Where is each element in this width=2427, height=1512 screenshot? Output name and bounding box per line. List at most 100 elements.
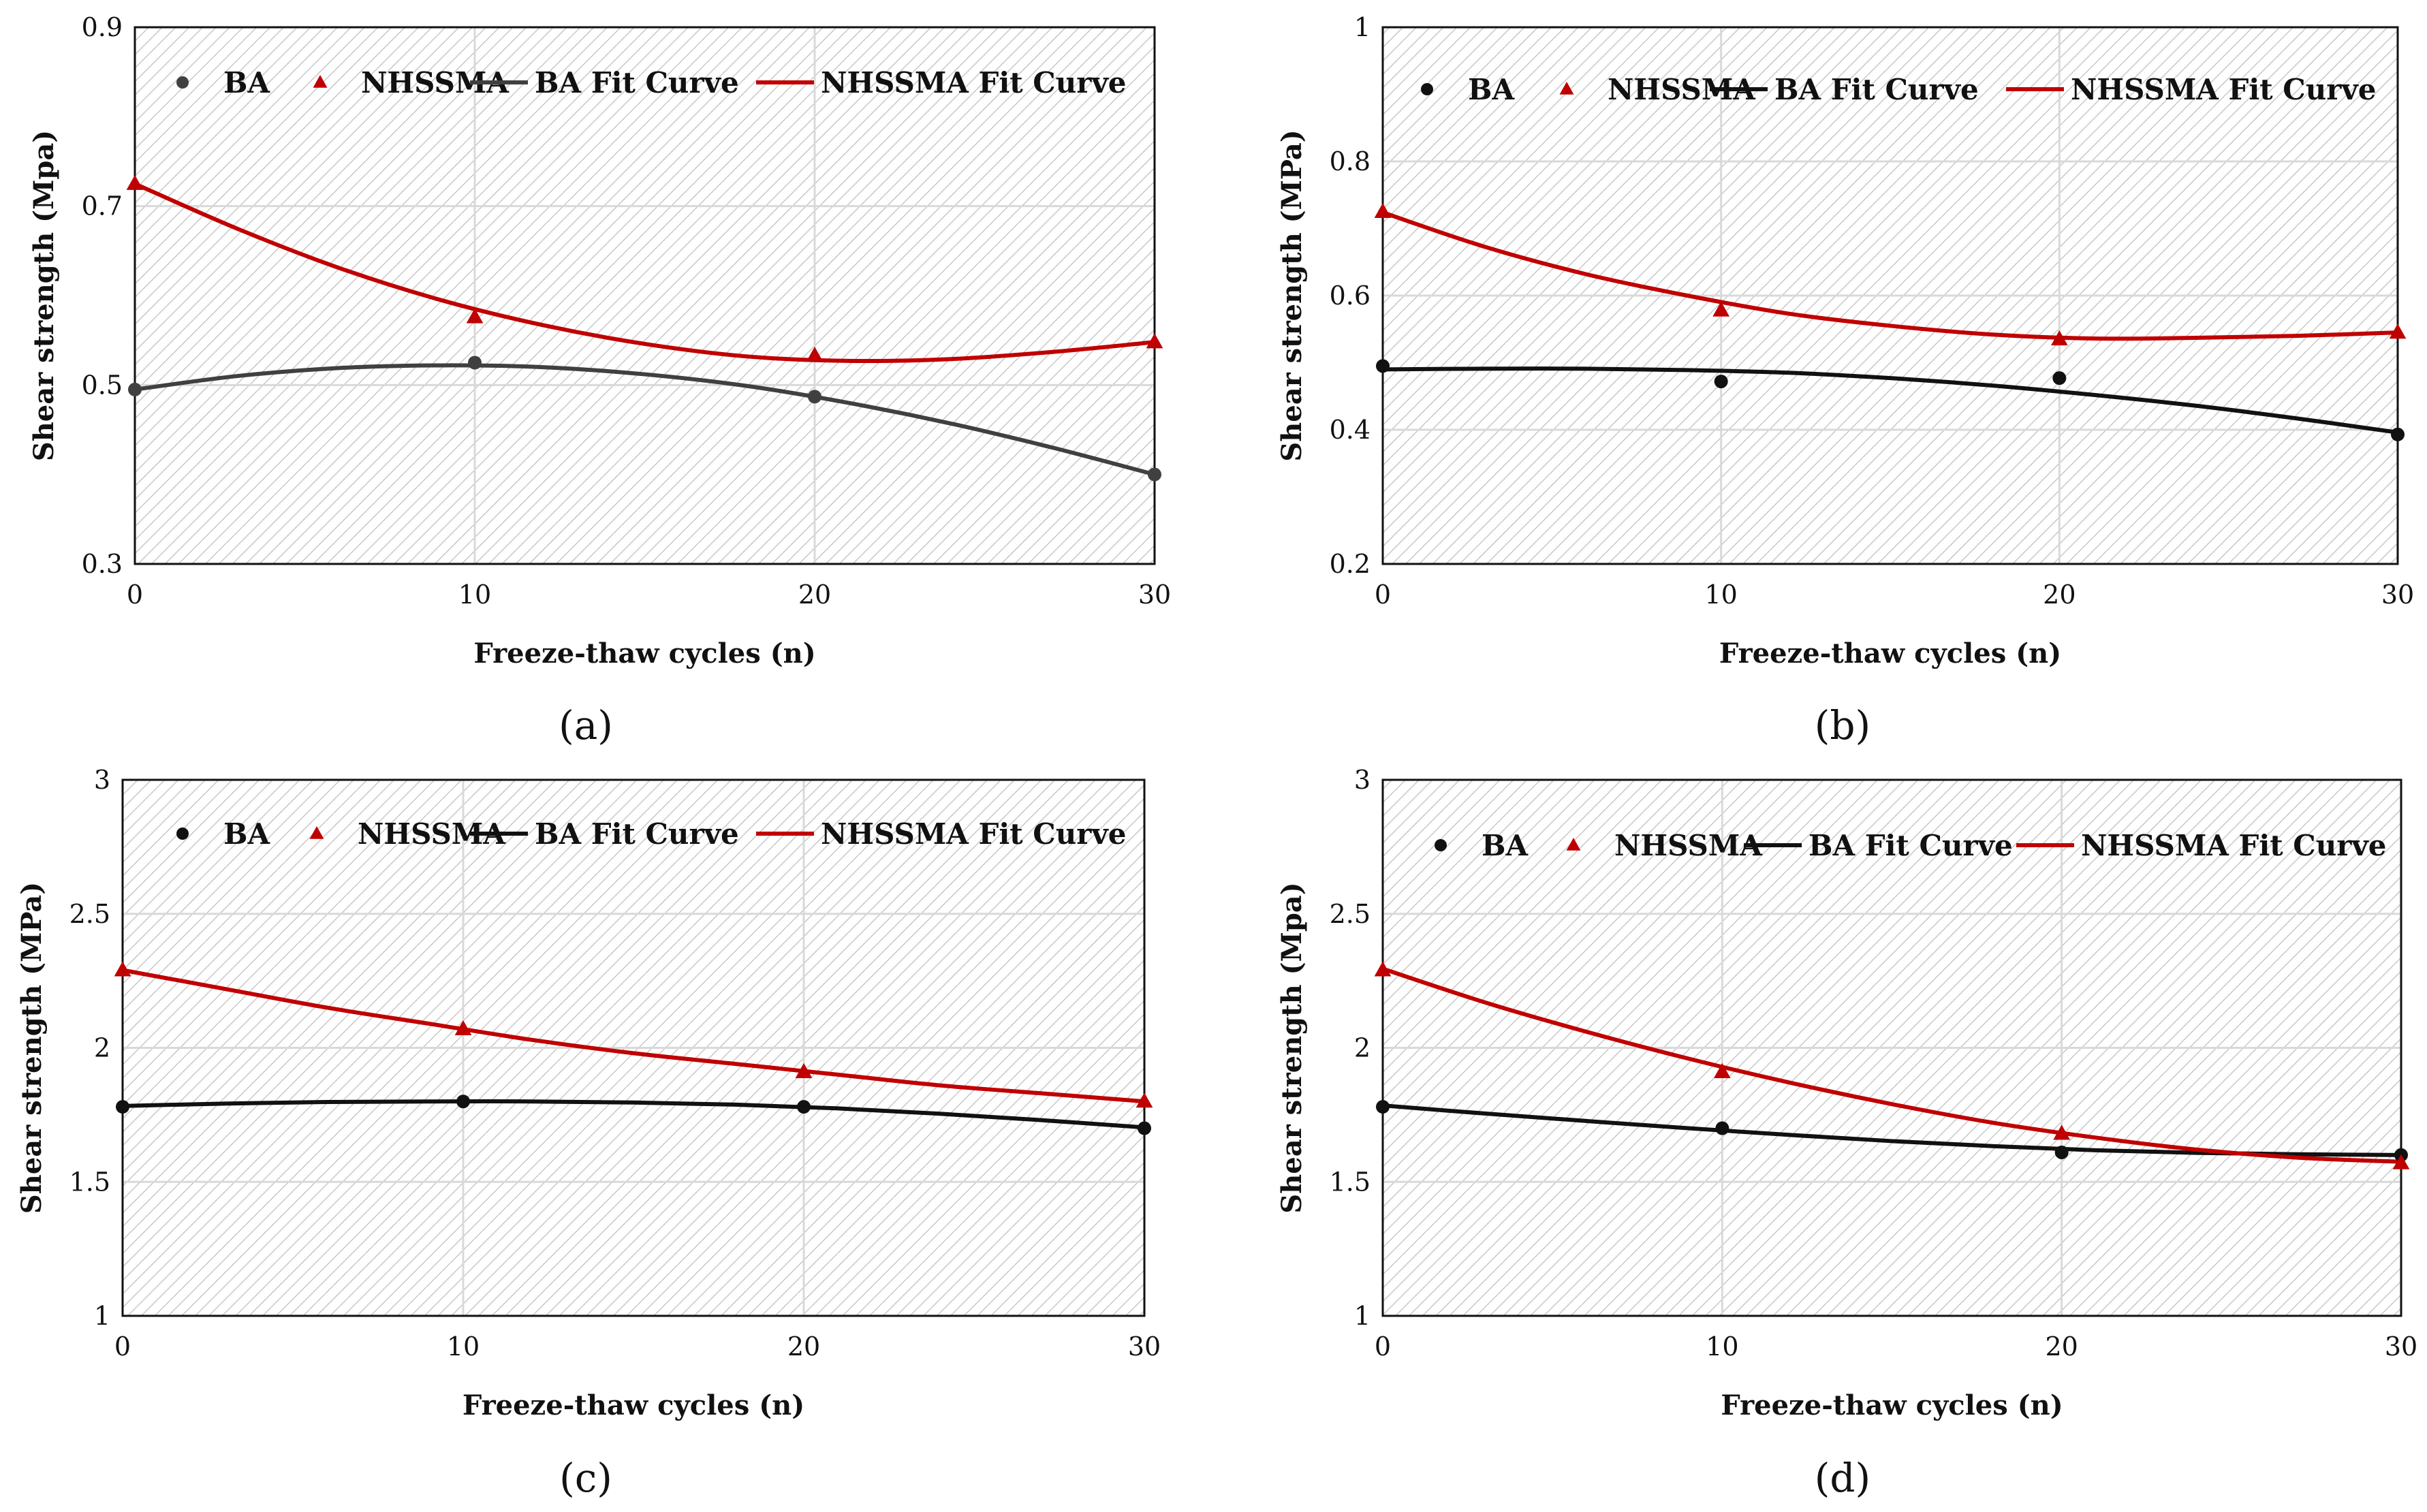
plot-frame xyxy=(1381,778,2402,1317)
panel-caption: (c) xyxy=(559,1455,612,1501)
legend-marker-ba xyxy=(1435,839,1447,851)
data-point-ba xyxy=(468,356,482,370)
data-point-nhssma xyxy=(114,961,131,977)
data-point-nhssma xyxy=(806,346,824,362)
y-tick-label: 2.5 xyxy=(1330,899,1371,929)
legend-label: BA Fit Curve xyxy=(535,817,739,851)
data-point-nhssma xyxy=(466,308,484,324)
data-point-ba xyxy=(1138,1121,1151,1135)
legend-label: NHSSMA Fit Curve xyxy=(2071,73,2377,106)
data-point-ba xyxy=(1715,1121,1729,1135)
series-line-nhssma-fit-curve xyxy=(121,968,1146,1104)
y-tick-label: 1 xyxy=(1354,12,1371,42)
data-point-ba xyxy=(2052,371,2067,385)
x-axis-label: Freeze-thaw cycles (n) xyxy=(1721,1389,2063,1421)
data-point-nhssma xyxy=(2392,1154,2410,1169)
data-point-ba xyxy=(116,1100,129,1114)
x-tick-label: 30 xyxy=(2381,580,2414,610)
data-point-ba xyxy=(456,1094,470,1109)
data-point-ba xyxy=(128,382,142,396)
plot-frame xyxy=(134,26,1156,565)
legend-marker-nhssma xyxy=(309,826,324,839)
legend-marker-ba xyxy=(1421,83,1433,95)
series-line-ba-fit-curve xyxy=(133,363,1157,477)
legend-label: NHSSMA Fit Curve xyxy=(821,817,1127,851)
plot-frame xyxy=(1381,26,2399,565)
x-tick-label: 20 xyxy=(798,580,831,610)
x-tick-label: 0 xyxy=(1375,580,1391,610)
x-tick-label: 10 xyxy=(1706,1332,1738,1361)
x-axis-label: Freeze-thaw cycles (n) xyxy=(473,637,815,670)
legend-marker-ba xyxy=(176,828,189,840)
panel-caption: (a) xyxy=(559,702,613,749)
y-axis-label: Shear strength (MPa) xyxy=(1276,129,1308,461)
y-tick-label: 1.5 xyxy=(69,1167,110,1197)
y-tick-label: 0.8 xyxy=(1330,146,1371,176)
legend-label: BA Fit Curve xyxy=(535,66,739,99)
y-tick-label: 0.7 xyxy=(82,191,123,221)
x-tick-label: 20 xyxy=(2043,580,2076,610)
y-tick-label: 2 xyxy=(94,1033,110,1063)
y-tick-label: 1.5 xyxy=(1330,1167,1371,1197)
data-point-nhssma xyxy=(1146,333,1163,349)
y-axis-label: Shear strength (Mpa) xyxy=(1276,882,1308,1213)
legend-label: BA xyxy=(223,66,270,99)
y-tick-label: 0.9 xyxy=(82,12,123,42)
y-tick-label: 0.4 xyxy=(1330,415,1371,445)
series-line-ba-fit-curve xyxy=(1381,366,2400,435)
data-point-nhssma xyxy=(1374,202,1392,218)
legend-label: BA Fit Curve xyxy=(1774,73,1979,106)
legend-label: NHSSMA xyxy=(1614,829,1763,862)
chart-panel-1: 0.3 0.5 0.7 0.9 0 10 20 30 Freeze-thaw cycles (n… xyxy=(28,12,1171,749)
y-tick-label: 0.6 xyxy=(1330,281,1371,311)
legend-marker-nhssma xyxy=(1559,82,1574,95)
legend-label: BA Fit Curve xyxy=(1808,829,2013,862)
legend-marker-nhssma xyxy=(1566,838,1581,851)
x-tick-label: 20 xyxy=(2045,1332,2078,1361)
x-axis-label: Freeze-thaw cycles (n) xyxy=(463,1389,804,1421)
legend-marker-ba xyxy=(176,76,189,89)
data-point-nhssma xyxy=(1713,1062,1731,1079)
x-tick-label: 0 xyxy=(114,1332,131,1361)
series-line-nhssma-fit-curve xyxy=(1381,210,2400,341)
legend: BA NHSSMA BA Fit Curve NHSSMA Fit Curve xyxy=(176,66,1127,99)
legend-label: BA xyxy=(223,817,270,851)
legend-label: NHSSMA Fit Curve xyxy=(821,66,1127,99)
y-axis-label: Shear strength (MPa) xyxy=(16,882,48,1214)
x-tick-label: 0 xyxy=(127,580,143,610)
y-tick-label: 1 xyxy=(94,1301,110,1331)
data-point-nhssma xyxy=(126,174,144,190)
series-line-nhssma-fit-curve xyxy=(133,181,1157,364)
series-line-ba-fit-curve xyxy=(121,1099,1146,1130)
data-point-ba xyxy=(2054,1145,2069,1159)
x-tick-label: 30 xyxy=(2385,1332,2417,1361)
legend-label: BA xyxy=(1482,829,1529,862)
data-point-nhssma xyxy=(1136,1092,1153,1108)
x-tick-label: 20 xyxy=(787,1332,820,1361)
y-tick-label: 0.5 xyxy=(82,370,123,400)
legend: BA NHSSMA BA Fit Curve NHSSMA Fit Curve xyxy=(1421,73,2377,106)
y-tick-label: 2.5 xyxy=(69,899,110,929)
panel-caption: (b) xyxy=(1815,702,1870,749)
legend: BA NHSSMA BA Fit Curve NHSSMA Fit Curve xyxy=(176,817,1127,851)
plot-frame xyxy=(121,778,1146,1317)
y-tick-label: 3 xyxy=(94,765,110,795)
x-tick-label: 0 xyxy=(1375,1332,1391,1361)
y-tick-label: 3 xyxy=(1354,765,1371,795)
data-point-ba xyxy=(1376,1100,1390,1114)
x-tick-label: 10 xyxy=(1704,580,1737,610)
legend-label: NHSSMA Fit Curve xyxy=(2081,829,2387,862)
y-tick-label: 0.2 xyxy=(1330,549,1371,579)
legend-label: BA xyxy=(1468,73,1515,106)
x-tick-label: 30 xyxy=(1128,1332,1161,1361)
data-point-ba xyxy=(1714,375,1728,389)
data-point-nhssma xyxy=(2053,1124,2071,1140)
x-tick-label: 10 xyxy=(447,1332,480,1361)
x-axis-label: Freeze-thaw cycles (n) xyxy=(1719,637,2061,670)
data-point-ba xyxy=(808,390,821,404)
y-tick-label: 1 xyxy=(1354,1301,1371,1331)
